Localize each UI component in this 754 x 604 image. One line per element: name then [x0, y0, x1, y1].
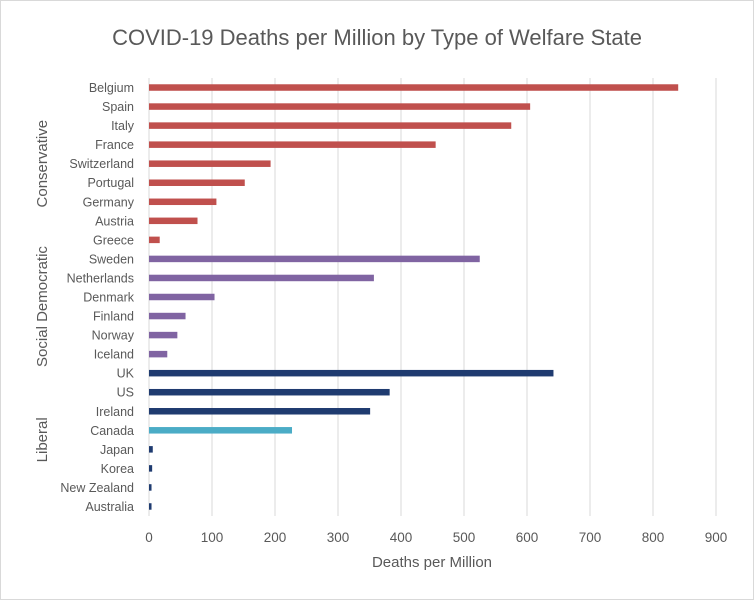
category-label: Denmark	[83, 291, 134, 305]
x-tick-label: 700	[579, 530, 602, 545]
x-tick-label: 400	[390, 530, 413, 545]
bar-italy	[149, 122, 512, 129]
bar-finland	[149, 312, 186, 320]
group-label-liberal: Liberal	[34, 417, 51, 462]
x-tick-label: 600	[516, 530, 539, 545]
category-label: Finland	[93, 310, 134, 324]
group-label-social-democratic: Social Democratic	[34, 246, 51, 367]
bar-ireland	[149, 408, 371, 415]
x-tick-label: 800	[642, 530, 665, 545]
bar-denmark	[149, 293, 215, 301]
x-tick-label: 900	[705, 530, 728, 545]
category-label: New Zealand	[60, 481, 134, 495]
category-label: Switzerland	[69, 157, 134, 171]
bar-australia	[149, 503, 152, 510]
bar-korea	[149, 465, 153, 472]
bar-sweden	[149, 255, 480, 263]
bars	[149, 84, 679, 510]
bar-uk	[149, 369, 554, 377]
bar-japan	[149, 446, 153, 453]
bar-us	[149, 388, 390, 396]
bar-iceland	[149, 350, 168, 358]
x-tick-label: 100	[201, 530, 224, 545]
category-label: Australia	[85, 500, 134, 514]
category-label: Korea	[101, 462, 134, 476]
category-label: Austria	[95, 214, 134, 228]
category-label: Japan	[100, 443, 134, 457]
bar-portugal	[149, 179, 245, 186]
category-label: UK	[117, 367, 135, 381]
bar-norway	[149, 331, 178, 339]
x-tick-label: 300	[327, 530, 350, 545]
category-label: Norway	[92, 329, 135, 343]
bar-germany	[149, 198, 217, 206]
category-label: Greece	[93, 233, 134, 247]
category-label: Italy	[111, 119, 135, 133]
category-label: US	[117, 386, 134, 400]
bar-greece	[149, 236, 160, 244]
x-tick-label: 0	[145, 530, 153, 545]
bar-france	[149, 141, 436, 148]
x-tick-labels: 0 100 200 300 400 500 600 700 800 900	[145, 530, 727, 545]
group-label-conservative: Conservative	[34, 120, 51, 208]
chart-title: COVID-19 Deaths per Million by Type of W…	[112, 25, 642, 50]
category-label: Belgium	[89, 81, 134, 95]
category-label: Portugal	[87, 176, 134, 190]
category-labels: Belgium Spain Italy France Switzerland Portug…	[60, 81, 134, 514]
bar-netherlands	[149, 274, 374, 282]
category-label: Spain	[102, 100, 134, 114]
category-label: Ireland	[96, 405, 134, 419]
x-axis-title: Deaths per Million	[372, 554, 492, 571]
bar-belgium	[149, 84, 679, 91]
bar-spain	[149, 103, 531, 110]
bar-switzerland	[149, 160, 271, 167]
category-label: Canada	[90, 424, 134, 438]
group-labels: Conservative Social Democratic Liberal	[34, 120, 51, 462]
x-tick-label: 200	[264, 530, 287, 545]
bar-new-zealand	[149, 484, 152, 491]
category-label: Iceland	[94, 348, 134, 362]
bar-austria	[149, 217, 198, 225]
x-tick-label: 500	[453, 530, 476, 545]
category-label: France	[95, 138, 134, 152]
bar-canada	[149, 427, 293, 434]
category-label: Sweden	[89, 252, 134, 266]
gridlines	[148, 78, 717, 516]
category-label: Netherlands	[67, 271, 134, 285]
category-label: Germany	[83, 195, 135, 209]
